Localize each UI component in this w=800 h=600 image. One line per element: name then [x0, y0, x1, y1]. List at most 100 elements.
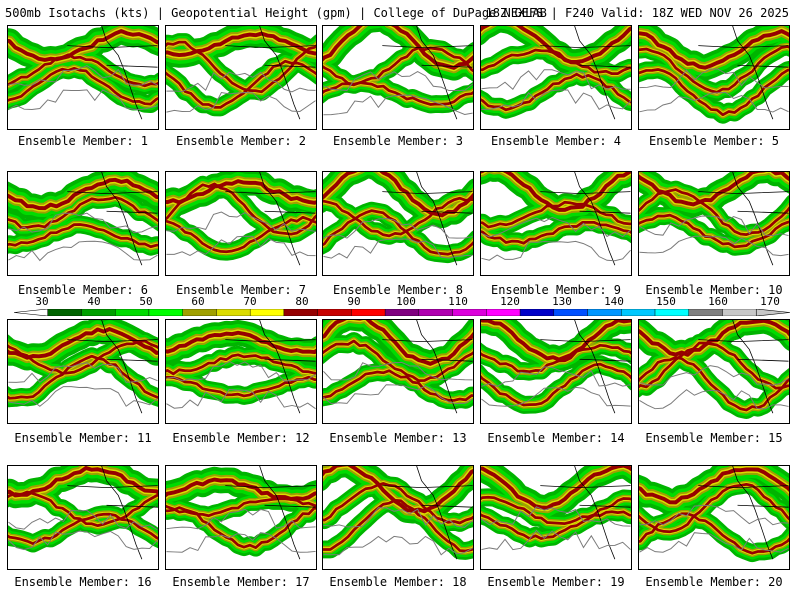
ensemble-member-label: Ensemble Member: 19 — [487, 575, 625, 589]
isotach-map-graphic — [639, 26, 789, 124]
legend-color-swatch — [115, 309, 150, 316]
isotach-map-graphic — [166, 320, 316, 414]
legend-tick-labels: 30 40 50 60 70 80 90 100 110 120 130 140 150 160 170 — [0, 296, 800, 310]
isotach-map-graphic — [481, 466, 631, 560]
ensemble-member-label: Ensemble Member: 8 — [332, 283, 464, 297]
ensemble-map-15 — [638, 319, 790, 424]
isotach-color-legend: 30 40 50 60 70 80 90 100 110 120 130 140 150 160 170 — [0, 296, 800, 324]
ensemble-map-16 — [7, 465, 159, 570]
ensemble-member-label: Ensemble Member: 12 — [172, 431, 310, 445]
isotach-map-graphic — [8, 320, 158, 414]
isotach-map-graphic — [166, 172, 316, 266]
legend-color-swatch — [148, 309, 183, 316]
legend-color-swatch — [519, 309, 555, 316]
ensemble-member-label: Ensemble Member: 5 — [648, 134, 780, 148]
legend-tick-label: 140 — [604, 295, 624, 308]
legend-color-swatch — [621, 309, 656, 316]
legend-color-swatch — [317, 309, 352, 316]
isotach-map-graphic — [323, 466, 473, 560]
ensemble-member-label: Ensemble Member: 17 — [172, 575, 310, 589]
ensemble-member-label: Ensemble Member: 10 — [645, 283, 783, 297]
isotach-map-graphic — [639, 466, 789, 563]
product-title: 500mb Isotachs (kts) | Geopotential Heig… — [5, 6, 547, 20]
legend-tick-label: 40 — [87, 295, 101, 308]
legend-tick-label: 100 — [396, 295, 416, 308]
ensemble-map-12 — [165, 319, 317, 424]
ensemble-member-label: Ensemble Member: 7 — [175, 283, 307, 297]
legend-color-swatch — [587, 309, 622, 316]
ensemble-map-11 — [7, 319, 159, 424]
legend-tick-label: 130 — [552, 295, 572, 308]
isotach-map-graphic — [481, 172, 631, 266]
legend-tick-label: 150 — [656, 295, 676, 308]
legend-color-swatch — [452, 309, 487, 316]
isotach-map-graphic — [8, 26, 158, 120]
ensemble-map-1 — [7, 25, 159, 130]
ensemble-map-17 — [165, 465, 317, 570]
ensemble-map-7 — [165, 171, 317, 276]
legend-color-bar — [14, 309, 790, 316]
legend-color-swatch — [486, 309, 521, 316]
ensemble-map-2 — [165, 25, 317, 130]
isotach-map-graphic — [481, 26, 631, 120]
ensemble-map-3 — [322, 25, 474, 130]
isotach-map-graphic — [639, 172, 789, 266]
ensemble-member-label: Ensemble Member: 11 — [14, 431, 152, 445]
isotach-map-graphic — [323, 172, 473, 266]
ensemble-member-label: Ensemble Member: 9 — [490, 283, 622, 297]
legend-tick-label: 90 — [347, 295, 361, 308]
isotach-map-graphic — [8, 466, 158, 560]
ensemble-map-10 — [638, 171, 790, 276]
legend-tick-label: 120 — [500, 295, 520, 308]
ensemble-map-13 — [322, 319, 474, 424]
legend-tick-label: 70 — [243, 295, 257, 308]
legend-tick-label: 160 — [708, 295, 728, 308]
ensemble-member-label: Ensemble Member: 3 — [332, 134, 464, 148]
run-valid-time: 18Z GEFS | F240 Valid: 18Z WED NOV 26 20… — [485, 6, 789, 20]
legend-tick-label: 170 — [760, 295, 780, 308]
legend-tick-label: 80 — [295, 295, 309, 308]
legend-color-swatch — [384, 309, 420, 316]
ensemble-member-label: Ensemble Member: 13 — [329, 431, 467, 445]
ensemble-map-6 — [7, 171, 159, 276]
legend-color-swatch — [216, 309, 251, 316]
ensemble-member-label: Ensemble Member: 6 — [17, 283, 149, 297]
legend-color-swatch — [351, 309, 386, 316]
legend-color-swatch — [182, 309, 217, 316]
ensemble-member-label: Ensemble Member: 16 — [14, 575, 152, 589]
ensemble-member-label: Ensemble Member: 4 — [490, 134, 622, 148]
legend-tick-label: 60 — [191, 295, 205, 308]
legend-color-swatch — [688, 309, 723, 316]
ensemble-member-label: Ensemble Member: 20 — [645, 575, 783, 589]
isotach-map-graphic — [323, 26, 473, 120]
isotach-map-graphic — [166, 466, 316, 560]
isotach-map-graphic — [166, 26, 316, 120]
ensemble-map-20 — [638, 465, 790, 570]
ensemble-map-18 — [322, 465, 474, 570]
ensemble-map-14 — [480, 319, 632, 424]
ensemble-member-label: Ensemble Member: 14 — [487, 431, 625, 445]
ensemble-member-label: Ensemble Member: 1 — [17, 134, 149, 148]
isotach-map-graphic — [639, 320, 789, 419]
legend-tick-label: 50 — [139, 295, 153, 308]
legend-color-swatch — [553, 309, 588, 316]
ensemble-member-label: Ensemble Member: 2 — [175, 134, 307, 148]
ensemble-map-8 — [322, 171, 474, 276]
legend-color-swatch — [654, 309, 689, 316]
legend-tick-label: 110 — [448, 295, 468, 308]
ensemble-member-label: Ensemble Member: 15 — [645, 431, 783, 445]
ensemble-map-19 — [480, 465, 632, 570]
legend-max-arrow — [755, 309, 790, 316]
isotach-map-graphic — [323, 320, 473, 414]
legend-color-swatch — [249, 309, 285, 316]
legend-min-arrow — [14, 309, 49, 316]
isotach-map-graphic — [481, 320, 631, 414]
ensemble-map-5 — [638, 25, 790, 130]
ensemble-map-4 — [480, 25, 632, 130]
legend-color-swatch — [283, 309, 318, 316]
map-header: 500mb Isotachs (kts) | Geopotential Heig… — [5, 4, 795, 22]
legend-color-swatch — [722, 309, 757, 316]
ensemble-map-9 — [480, 171, 632, 276]
isotach-map-graphic — [8, 172, 158, 266]
legend-tick-label: 30 — [35, 295, 49, 308]
